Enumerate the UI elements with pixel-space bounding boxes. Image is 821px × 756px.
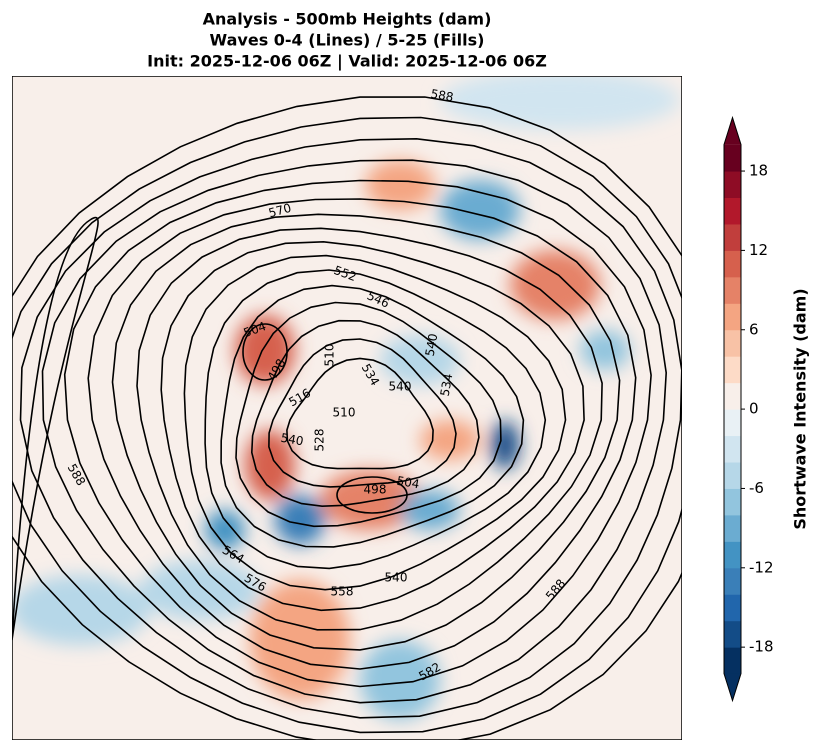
contour-label: 540 [389, 380, 412, 394]
contour-label: 570 [267, 201, 293, 220]
contour-label: 558 [331, 585, 354, 599]
contour-label: 504 [396, 474, 421, 492]
contour-line [235, 301, 502, 528]
colorbar-band [724, 620, 741, 648]
height-contours [12, 96, 682, 740]
colorbar-band [724, 356, 741, 384]
contour-line [41, 159, 668, 704]
contour-label: 588 [430, 87, 455, 105]
title-line: Init: 2025-12-06 06Z | Valid: 2025-12-06… [147, 52, 547, 72]
colorbar-extend [724, 117, 741, 145]
contour-line [242, 323, 288, 381]
colorbar-band [724, 303, 741, 331]
colorbar-band [724, 409, 741, 437]
colorbar-tick-label: 18 [749, 162, 768, 180]
shortwave-fills [12, 76, 680, 720]
colorbar-tick-label: -6 [749, 479, 764, 497]
contour-line [204, 269, 547, 570]
colorbar-band [724, 594, 741, 622]
contour-line [12, 216, 99, 641]
contour-label: 528 [313, 429, 327, 452]
contour-label: 510 [323, 344, 337, 367]
colorbar-band [724, 567, 741, 595]
contour-label: 534 [438, 372, 456, 397]
contour-line [63, 179, 652, 688]
colorbar-band [724, 197, 741, 225]
colorbar-band [724, 144, 741, 172]
contour-line [183, 254, 567, 591]
colorbar-band [724, 514, 741, 542]
colorbar-extend [724, 673, 741, 701]
colorbar-band [724, 462, 741, 489]
colorbar-tick-label: 6 [749, 320, 759, 338]
contour-line [12, 96, 682, 740]
colorbar-outline [723, 115, 742, 703]
colorbar-band [724, 435, 741, 463]
contour-line [336, 476, 408, 514]
title-line: Waves 0-4 (Lines) / 5-25 (Fills) [210, 31, 485, 50]
contour-line [250, 319, 480, 508]
contour-line [268, 338, 457, 488]
colorbar-band [724, 329, 741, 357]
colorbar-tick-label: -12 [749, 558, 774, 576]
colorbar-tick-label: 0 [749, 400, 759, 418]
title-line: Analysis - 500mb Heights (dam) [203, 10, 492, 29]
colorbar-band [724, 488, 741, 516]
contour-line [136, 227, 603, 631]
contour-line [87, 198, 637, 670]
colorbar-band [724, 382, 741, 410]
colorbar-band [724, 250, 741, 278]
colorbar-label: Shortwave Intensity (dam) [791, 288, 810, 529]
contour-line [12, 116, 682, 734]
contour-line [19, 137, 682, 719]
contour-line [111, 213, 621, 651]
colorbar-band [724, 276, 741, 304]
colorbar-tick-label: 12 [749, 241, 768, 259]
contour-line [220, 284, 525, 548]
contour-label: 540 [280, 431, 305, 449]
colorbar-band [724, 647, 741, 675]
colorbar-band [724, 223, 741, 251]
contour-label: 540 [385, 571, 408, 585]
contour-label: 498 [364, 483, 387, 497]
colorbar-tick-label: -18 [749, 638, 774, 656]
contour-line [286, 357, 434, 470]
colorbar-band [724, 541, 741, 569]
colorbar-band [724, 171, 741, 198]
contour-line [160, 240, 585, 612]
contour-label: 540 [423, 332, 441, 357]
contour-label: 510 [333, 406, 356, 420]
